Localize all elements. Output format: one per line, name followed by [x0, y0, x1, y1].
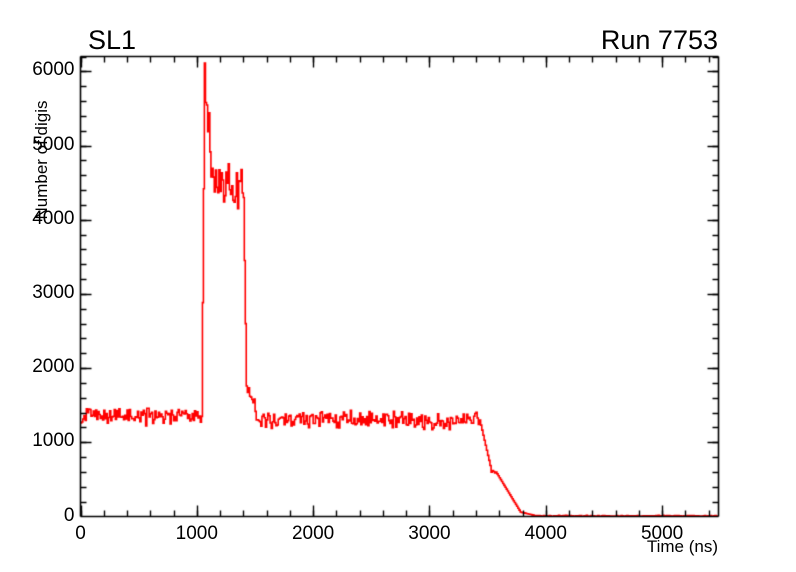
x-tick-label: 1000 — [175, 522, 218, 544]
x-tick-label: 5000 — [640, 522, 684, 544]
x-tick-label: 3000 — [408, 522, 451, 544]
x-tick-label: 0 — [75, 522, 86, 544]
y-tick-label: 3000 — [32, 281, 75, 303]
y-tick-label: 4000 — [32, 207, 75, 229]
x-tick-label: 4000 — [524, 522, 567, 544]
pad-title-right: Run 7753 — [600, 25, 718, 55]
x-tick-label: 2000 — [291, 522, 335, 544]
y-tick-label: 2000 — [32, 356, 75, 378]
y-tick-label: 5000 — [32, 133, 75, 155]
y-tick-label: 1000 — [32, 430, 75, 452]
y-tick-label: 6000 — [32, 59, 75, 81]
y-tick-label: 0 — [63, 504, 75, 526]
x-axis-title: Time (ns) — [646, 537, 718, 556]
pad-title-left: SL1 — [88, 25, 137, 55]
